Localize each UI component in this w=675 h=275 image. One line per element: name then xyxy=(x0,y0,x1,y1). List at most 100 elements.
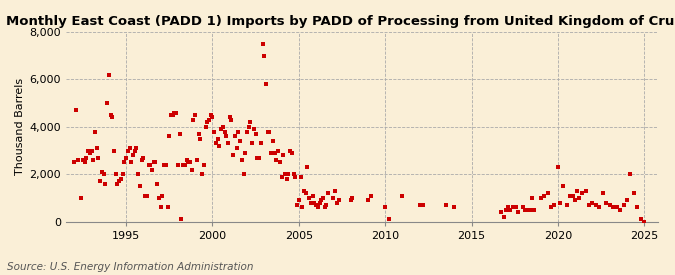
Point xyxy=(380,205,391,210)
Point xyxy=(572,189,583,193)
Point xyxy=(245,120,256,124)
Title: Monthly East Coast (PADD 1) Imports by PADD of Processing from United Kingdom of: Monthly East Coast (PADD 1) Imports by P… xyxy=(6,15,675,28)
Point xyxy=(261,82,271,86)
Point xyxy=(72,158,83,162)
Point xyxy=(247,141,258,146)
Point xyxy=(331,200,342,205)
Point xyxy=(383,217,394,222)
Point xyxy=(238,172,249,177)
Point xyxy=(217,125,228,129)
Point xyxy=(288,172,299,177)
Point xyxy=(167,113,178,117)
Point xyxy=(128,153,138,158)
Point xyxy=(545,205,556,210)
Point xyxy=(397,193,408,198)
Point xyxy=(186,167,197,172)
Point xyxy=(174,132,185,136)
Point xyxy=(518,205,529,210)
Point xyxy=(107,115,117,120)
Point xyxy=(418,203,429,207)
Point xyxy=(71,108,82,112)
Point xyxy=(83,148,94,153)
Y-axis label: Thousand Barrels: Thousand Barrels xyxy=(15,78,25,175)
Point xyxy=(190,113,200,117)
Point xyxy=(126,160,136,165)
Point xyxy=(329,189,340,193)
Point xyxy=(635,217,646,222)
Point xyxy=(188,117,199,122)
Point xyxy=(302,165,313,169)
Point xyxy=(145,163,156,167)
Point xyxy=(319,205,330,210)
Point xyxy=(138,155,148,160)
Point xyxy=(618,203,629,207)
Point xyxy=(250,132,261,136)
Point xyxy=(93,155,104,160)
Point xyxy=(259,53,270,58)
Point xyxy=(553,165,564,169)
Point xyxy=(568,193,579,198)
Point xyxy=(328,196,339,200)
Point xyxy=(254,155,265,160)
Point xyxy=(502,205,513,210)
Point xyxy=(192,158,202,162)
Point xyxy=(281,177,292,181)
Point xyxy=(526,196,537,200)
Point xyxy=(79,160,90,165)
Point xyxy=(105,113,116,117)
Point xyxy=(242,129,252,134)
Point xyxy=(279,172,290,177)
Point xyxy=(184,160,195,165)
Point xyxy=(198,163,209,167)
Point xyxy=(333,198,344,203)
Point xyxy=(235,139,246,143)
Point xyxy=(146,167,157,172)
Point xyxy=(542,191,553,196)
Point xyxy=(310,203,321,207)
Point xyxy=(205,113,216,117)
Point xyxy=(252,155,263,160)
Point xyxy=(263,129,273,134)
Point xyxy=(269,151,280,155)
Point xyxy=(573,196,584,200)
Point xyxy=(143,163,154,167)
Point xyxy=(214,144,225,148)
Point xyxy=(159,163,169,167)
Point xyxy=(121,155,132,160)
Point xyxy=(209,129,219,134)
Point xyxy=(69,160,80,165)
Point xyxy=(196,172,207,177)
Point xyxy=(81,155,92,160)
Point xyxy=(580,189,591,193)
Point xyxy=(295,174,306,179)
Point xyxy=(449,205,460,210)
Point xyxy=(316,198,327,203)
Point xyxy=(584,203,595,207)
Point xyxy=(180,163,190,167)
Point xyxy=(219,129,230,134)
Point xyxy=(117,172,128,177)
Point xyxy=(273,148,284,153)
Point xyxy=(173,163,184,167)
Point xyxy=(136,158,147,162)
Point xyxy=(221,134,232,139)
Point xyxy=(625,172,636,177)
Point xyxy=(264,129,275,134)
Point xyxy=(535,196,546,200)
Point xyxy=(504,208,515,212)
Point xyxy=(110,172,121,177)
Point xyxy=(207,115,218,120)
Point xyxy=(612,205,622,210)
Point xyxy=(233,129,244,134)
Point xyxy=(165,113,176,117)
Point xyxy=(309,200,320,205)
Point xyxy=(90,129,101,134)
Point xyxy=(78,158,88,162)
Point xyxy=(178,163,188,167)
Point xyxy=(307,193,318,198)
Point xyxy=(347,196,358,200)
Point xyxy=(576,191,587,196)
Point xyxy=(276,174,287,179)
Point xyxy=(212,136,223,141)
Point xyxy=(564,193,575,198)
